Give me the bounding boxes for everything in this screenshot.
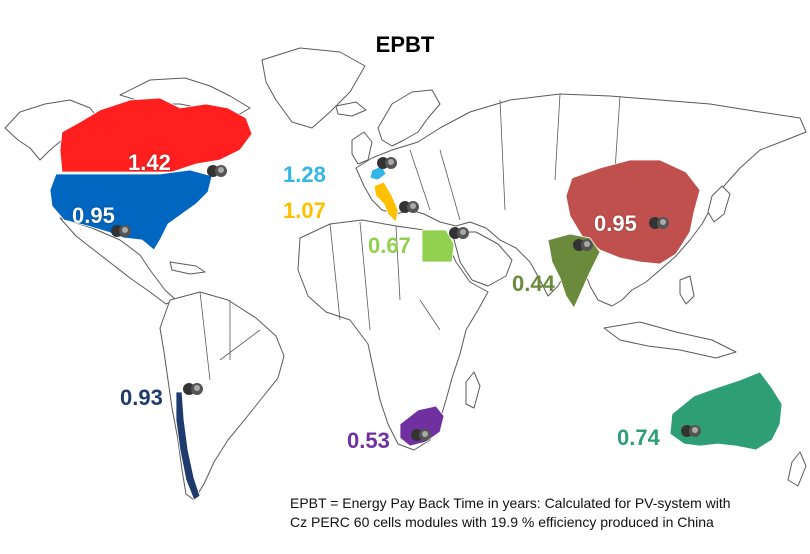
map-title: EPBT [375, 32, 435, 57]
scandinavia-land [377, 89, 441, 147]
italy-value: 1.07 [283, 198, 326, 223]
india-value: 0.44 [512, 271, 555, 296]
germany-pin-icon [377, 157, 397, 169]
egypt-pin-icon [449, 227, 469, 239]
germany-value: 1.28 [283, 162, 326, 187]
south-america-land [159, 291, 285, 501]
new-zealand-land [787, 451, 807, 487]
china-value: 0.95 [594, 211, 637, 236]
india-region[interactable] [547, 233, 601, 309]
uk-land [351, 131, 373, 165]
philippines-islands [679, 275, 695, 305]
australia-region[interactable] [669, 371, 783, 451]
usa-pin-icon [111, 225, 131, 237]
chile-region[interactable] [175, 391, 201, 501]
china-region[interactable] [565, 159, 701, 265]
arabia-land [451, 231, 513, 287]
egypt-value: 0.67 [368, 233, 411, 258]
india-pin-icon [573, 239, 593, 251]
usa-region[interactable] [49, 169, 213, 251]
south-africa-value: 0.53 [347, 428, 390, 453]
south-africa-pin-icon [411, 429, 431, 441]
borders [199, 93, 621, 381]
australia-value: 0.74 [617, 425, 660, 450]
madagascar-land [465, 371, 481, 409]
usa-value: 0.95 [72, 203, 115, 228]
footnote: EPBT = Energy Pay Back Time in years: Ca… [290, 494, 731, 532]
indonesia-islands [603, 321, 737, 359]
caribbean-islands [169, 261, 206, 275]
egypt-region[interactable] [421, 229, 455, 263]
chile-value: 0.93 [120, 385, 163, 410]
iceland-land [335, 101, 367, 117]
footnote-line-2: Cz PERC 60 cells modules with 19.9 % eff… [290, 514, 714, 530]
footnote-line-1: EPBT = Energy Pay Back Time in years: Ca… [290, 495, 731, 511]
china-pin-icon [649, 217, 669, 229]
italy-pin-icon [399, 201, 419, 213]
greenland-land [261, 47, 366, 129]
canada-value: 1.42 [128, 150, 171, 175]
canada-pin-icon [207, 165, 227, 177]
south-africa-region[interactable] [399, 405, 445, 447]
canada-region[interactable] [59, 97, 253, 173]
japan-land [707, 185, 731, 223]
italy-region[interactable] [373, 181, 399, 223]
australia-pin-icon [681, 425, 701, 437]
chile-pin-icon [183, 383, 203, 395]
